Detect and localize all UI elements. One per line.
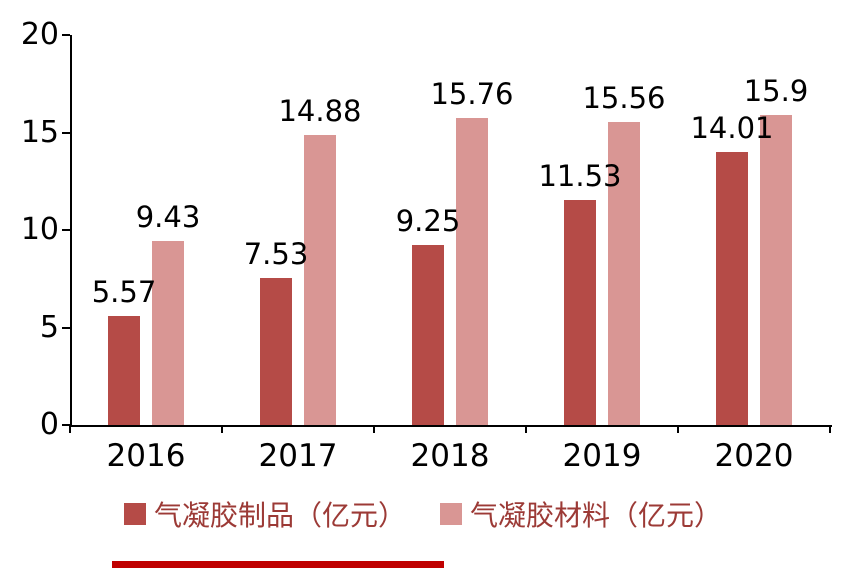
bar-series1-2018	[412, 244, 444, 425]
bar-value-label: 9.25	[395, 203, 461, 238]
bar-series2-2019	[608, 121, 640, 425]
bar-series2-2016	[152, 241, 184, 425]
legend-item-materials: 气凝胶材料（亿元）	[440, 494, 722, 534]
x-tick-label: 2017	[258, 438, 338, 474]
x-tick-label: 2019	[562, 438, 642, 474]
bar-series2-2020	[760, 114, 792, 425]
bar-value-label: 5.57	[91, 275, 157, 310]
x-tick-label: 2018	[410, 438, 490, 474]
legend-label: 气凝胶制品（亿元）	[153, 499, 406, 532]
bar-series2-2017	[304, 134, 336, 425]
legend-label: 气凝胶材料（亿元）	[470, 499, 723, 532]
y-tick-mark	[62, 424, 70, 426]
x-tick-label: 2020	[714, 438, 794, 474]
y-tick-label: 10	[20, 212, 59, 247]
plot-area	[70, 35, 832, 427]
y-tick-mark	[62, 326, 70, 329]
y-tick-mark	[62, 34, 70, 36]
cropped-red-text-strip	[112, 561, 444, 568]
x-tick-mark	[829, 426, 831, 433]
bar-value-label: 15.56	[582, 80, 666, 115]
bar-value-label: 15.9	[743, 73, 809, 108]
y-tick-label: 15	[20, 114, 59, 150]
bar-value-label: 9.43	[135, 200, 201, 235]
y-tick-label: 0	[39, 407, 59, 442]
bar-value-label: 14.01	[690, 110, 774, 145]
legend-swatch-icon	[123, 503, 146, 525]
bar-series1-2017	[260, 278, 292, 425]
legend-item-products: 气凝胶制品（亿元）	[123, 494, 406, 534]
bar-value-label: 14.88	[278, 93, 362, 128]
y-tick-label: 20	[20, 17, 59, 52]
x-tick-mark	[69, 426, 71, 433]
bar-value-label: 15.76	[430, 76, 514, 111]
x-tick-label: 2016	[106, 438, 186, 474]
bar-value-label: 7.53	[243, 237, 309, 272]
bar-value-label: 11.53	[538, 159, 622, 194]
bar-series1-2019	[564, 200, 596, 425]
bar-series2-2018	[456, 117, 488, 425]
legend-swatch-icon	[440, 503, 462, 525]
cropped-caption-text	[112, 561, 444, 568]
bar-series1-2016	[108, 316, 140, 425]
x-tick-mark	[525, 426, 527, 433]
x-tick-mark	[373, 426, 375, 433]
x-tick-mark	[221, 426, 223, 433]
x-tick-mark	[677, 426, 679, 433]
y-tick-mark	[62, 131, 70, 134]
y-tick-label: 5	[39, 309, 59, 345]
bar-series1-2020	[716, 151, 748, 425]
y-tick-mark	[62, 229, 70, 231]
legend: 气凝胶制品（亿元） 气凝胶材料（亿元）	[0, 494, 846, 534]
